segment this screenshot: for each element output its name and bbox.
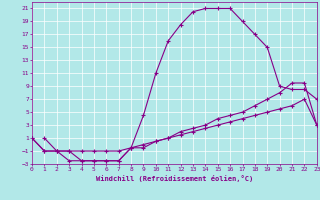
X-axis label: Windchill (Refroidissement éolien,°C): Windchill (Refroidissement éolien,°C)	[96, 175, 253, 182]
